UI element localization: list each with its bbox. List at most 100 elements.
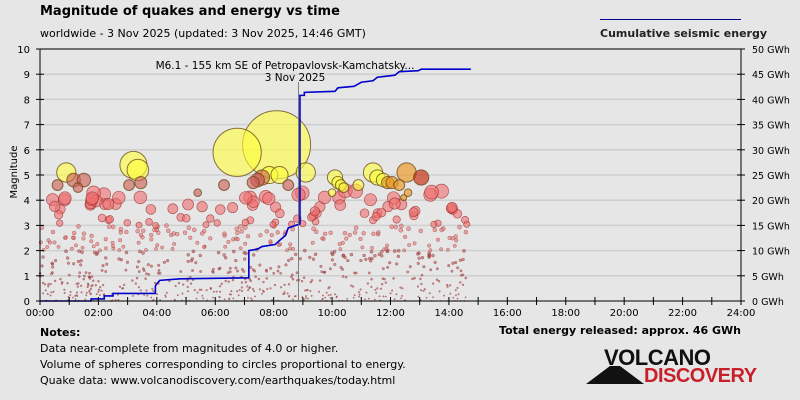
y-tick-label: 6 (24, 146, 30, 157)
quake-bubbles (51, 110, 430, 202)
minor-quake-dot (114, 298, 117, 301)
minor-quake-dot (79, 284, 83, 287)
minor-quake-dot (222, 231, 227, 236)
minor-quake-dot (257, 277, 261, 281)
chart-title: Magnitude of quakes and energy vs time (40, 4, 340, 19)
minor-quake-dot (220, 282, 223, 285)
major-quake-bubble (327, 188, 337, 197)
minor-quake-dot (284, 263, 288, 267)
minor-quake-dot (328, 230, 333, 235)
minor-quake-dot (135, 276, 139, 280)
minor-quake-dot (79, 259, 83, 263)
y-tick-label: 8 (24, 95, 30, 106)
minor-quake-dot (172, 242, 177, 247)
minor-quake-dot (285, 248, 289, 253)
minor-quake-dot (186, 285, 189, 289)
minor-quake-bubble (196, 201, 208, 213)
minor-quake-dot (179, 270, 183, 273)
minor-quake-bubble (49, 200, 61, 213)
minor-quake-dot (144, 248, 148, 252)
minor-quake-dot (459, 269, 463, 273)
minor-quake-dot (432, 296, 435, 299)
minor-quake-dot (423, 288, 426, 291)
volcano-logo-icon (586, 366, 644, 384)
minor-quake-dot (443, 294, 446, 297)
minor-quake-dot (462, 248, 466, 253)
minor-quake-dot (44, 289, 47, 292)
minor-quake-dot (381, 277, 385, 280)
minor-quake-dot (218, 285, 222, 288)
minor-quake-bubble (123, 219, 131, 227)
minor-quake-dot (277, 265, 281, 269)
minor-quake-dot (417, 256, 421, 260)
y-tick-label: 10 (17, 45, 30, 56)
minor-quake-dot (398, 227, 404, 233)
minor-quake-dot (399, 223, 404, 229)
minor-quake-dot (392, 249, 397, 253)
minor-quake-bubble (371, 212, 381, 221)
minor-quake-dot (456, 266, 460, 270)
minor-quake-dot (164, 294, 167, 297)
major-quake-bubble (51, 179, 64, 191)
minor-quake-dot (241, 289, 244, 293)
minor-quake-dot (117, 248, 122, 252)
minor-quake-dot (309, 280, 312, 284)
minor-quake-dot (94, 284, 97, 287)
minor-quake-dot (265, 277, 269, 280)
minor-quake-dot (47, 285, 50, 288)
minor-quake-bubble (227, 202, 239, 214)
minor-quake-dot (223, 256, 228, 260)
minor-quake-dot (193, 289, 196, 292)
major-quake-bubble (72, 182, 84, 193)
x-tick-label: 04:00 (142, 308, 171, 319)
minor-quake-dot (319, 264, 323, 268)
minor-quake-dot (459, 281, 462, 284)
minor-quake-dot (366, 282, 370, 285)
minor-quake-dot (358, 295, 360, 298)
minor-quake-dot (153, 281, 157, 285)
minor-quake-dot (137, 270, 141, 274)
minor-quake-dot (433, 260, 437, 264)
minor-quake-dot (247, 289, 250, 292)
minor-quake-dot (266, 288, 269, 291)
volcanodiscovery-logo[interactable]: VOLCANO DISCOVERY (586, 345, 757, 390)
minor-quake-dot (306, 288, 309, 291)
minor-quake-dot (431, 253, 435, 258)
minor-quake-dot (393, 298, 396, 301)
minor-quake-dot (71, 235, 76, 240)
minor-quake-dot (86, 285, 89, 289)
minor-quake-dot (244, 281, 248, 284)
minor-quake-dot (370, 277, 373, 281)
y2-tick-label: 40 GWh (752, 95, 790, 106)
minor-quake-dot (89, 287, 93, 291)
minor-quake-dot (141, 251, 145, 255)
minor-quake-dot (230, 290, 233, 293)
minor-quake-dot (150, 296, 153, 299)
minor-quake-dot (388, 261, 392, 265)
minor-quake-dot (149, 232, 154, 238)
minor-quake-dot (238, 288, 241, 292)
minor-quake-dot (300, 279, 304, 283)
minor-quake-dot (79, 263, 83, 267)
minor-quake-dot (238, 246, 243, 250)
minor-quake-dot (258, 233, 263, 238)
x-tick-label: 10:00 (318, 308, 347, 319)
minor-quake-dot (132, 294, 135, 297)
minor-quake-bubble (334, 199, 346, 211)
minor-quake-dot (227, 280, 230, 283)
minor-quake-dot (352, 230, 358, 235)
minor-quake-dot (40, 264, 44, 268)
minor-quake-dot (104, 256, 108, 260)
minor-quake-dot (327, 294, 330, 297)
minor-quake-dot (103, 237, 108, 242)
minor-quake-dot (50, 291, 53, 294)
minor-quake-dot (275, 230, 280, 235)
note-line: Quake data: www.volcanodiscovery.com/ear… (40, 374, 396, 387)
minor-quake-dot (360, 245, 365, 250)
minor-quake-bubble (167, 203, 179, 215)
minor-quake-dot (122, 283, 126, 287)
minor-quake-dot (335, 296, 338, 299)
minor-quake-dot (464, 296, 467, 299)
minor-quake-dot (228, 297, 231, 300)
annotation: M6.1 - 155 km SE of Petropavlovsk-Kamcha… (156, 60, 414, 301)
